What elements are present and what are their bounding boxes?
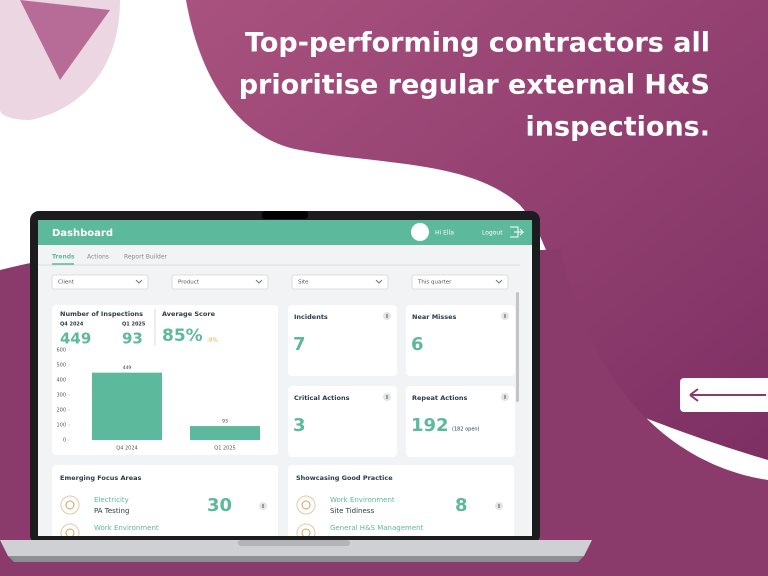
period-label: Q4 2024	[60, 322, 84, 328]
kpi-value: 192	[411, 415, 449, 436]
item-value: 8	[455, 495, 468, 516]
info-dot	[498, 504, 500, 508]
tab: Trends	[52, 254, 75, 261]
period-label: Q1 2025	[122, 322, 146, 328]
y-tick-label: 100	[56, 423, 66, 429]
filter[interactable]	[171, 274, 269, 290]
card	[406, 305, 515, 376]
y-tick-label: 600	[56, 348, 66, 354]
item-topic: Site Tidiness	[330, 507, 374, 515]
score-change: -8%	[207, 338, 218, 344]
y-tick-label: 200	[56, 408, 66, 414]
item-icon	[60, 495, 80, 515]
card-title: Emerging Focus Areas	[60, 474, 142, 482]
item-category: Work Environment	[94, 524, 159, 532]
card	[288, 305, 397, 376]
bar-label: 93	[222, 419, 228, 425]
y-tick-label: 0	[63, 438, 66, 444]
kpi-value: 6	[411, 334, 424, 355]
filter[interactable]	[411, 274, 509, 290]
kpi-note: (182 open)	[452, 427, 480, 433]
item-icon-core	[301, 528, 311, 536]
item-category: General H&S Management	[330, 524, 424, 532]
info-dot	[386, 395, 388, 399]
chevron	[135, 279, 143, 284]
kpi-value: 7	[293, 334, 306, 355]
card	[52, 465, 278, 536]
y-tick-label: 300	[56, 393, 66, 399]
item-icon-core	[65, 528, 75, 536]
app-title: Dashboard	[52, 228, 113, 239]
card	[288, 465, 514, 536]
filter-label: Site	[298, 280, 309, 286]
filter[interactable]	[51, 274, 149, 290]
filter-label: Product	[178, 280, 200, 286]
chevron	[375, 279, 383, 284]
greeting: Hi Ella	[435, 230, 454, 237]
period-value: 93	[122, 330, 143, 348]
headline-line: prioritise regular external H&S	[239, 70, 710, 101]
logout: Logout	[482, 230, 503, 237]
filter-label: Client	[58, 280, 75, 286]
kpi-title: Repeat Actions	[412, 394, 468, 402]
screen: Dashboard Hi Ella Logout Trends Actions Repor…	[38, 220, 532, 536]
card-title: Number of Inspections	[60, 310, 143, 318]
item-value: 30	[207, 495, 232, 516]
kpi-value: 3	[293, 415, 306, 436]
filter-label: This quarter	[417, 280, 452, 286]
bar	[92, 372, 162, 440]
bar	[190, 426, 260, 440]
info-dot	[504, 395, 506, 399]
info-dot	[504, 314, 506, 318]
chevron	[495, 279, 503, 284]
tab: Report Builder	[124, 254, 168, 261]
headline-line: Top-performing contractors all	[245, 28, 710, 59]
item-topic: PA Testing	[94, 507, 129, 515]
card-title: Average Score	[162, 310, 216, 318]
x-tick-label: Q4 2024	[116, 446, 137, 452]
card	[288, 386, 397, 457]
x-tick-label: Q1 2025	[214, 446, 235, 452]
info-dot	[262, 504, 264, 508]
period-value: 449	[60, 330, 91, 348]
item-category: Work Environment	[330, 496, 395, 504]
kpi-title: Critical Actions	[294, 394, 350, 402]
filter[interactable]	[291, 274, 389, 290]
y-tick-label: 500	[56, 363, 66, 369]
item-category: Electricity	[94, 496, 129, 504]
kpi-title: Near Misses	[412, 313, 457, 321]
kpi-title: Incidents	[294, 313, 328, 321]
tab: Actions	[87, 254, 109, 261]
item-icon-core	[301, 500, 311, 510]
score: 85%	[162, 326, 203, 346]
chevron	[255, 279, 263, 284]
bar-label: 449	[123, 365, 132, 371]
item-icon	[296, 495, 316, 515]
headline-line: inspections.	[526, 112, 710, 143]
card-title: Showcasing Good Practice	[296, 474, 393, 482]
item-icon-core	[65, 500, 75, 510]
info-dot	[386, 314, 388, 318]
card	[406, 386, 515, 457]
y-tick-label: 400	[56, 378, 66, 384]
